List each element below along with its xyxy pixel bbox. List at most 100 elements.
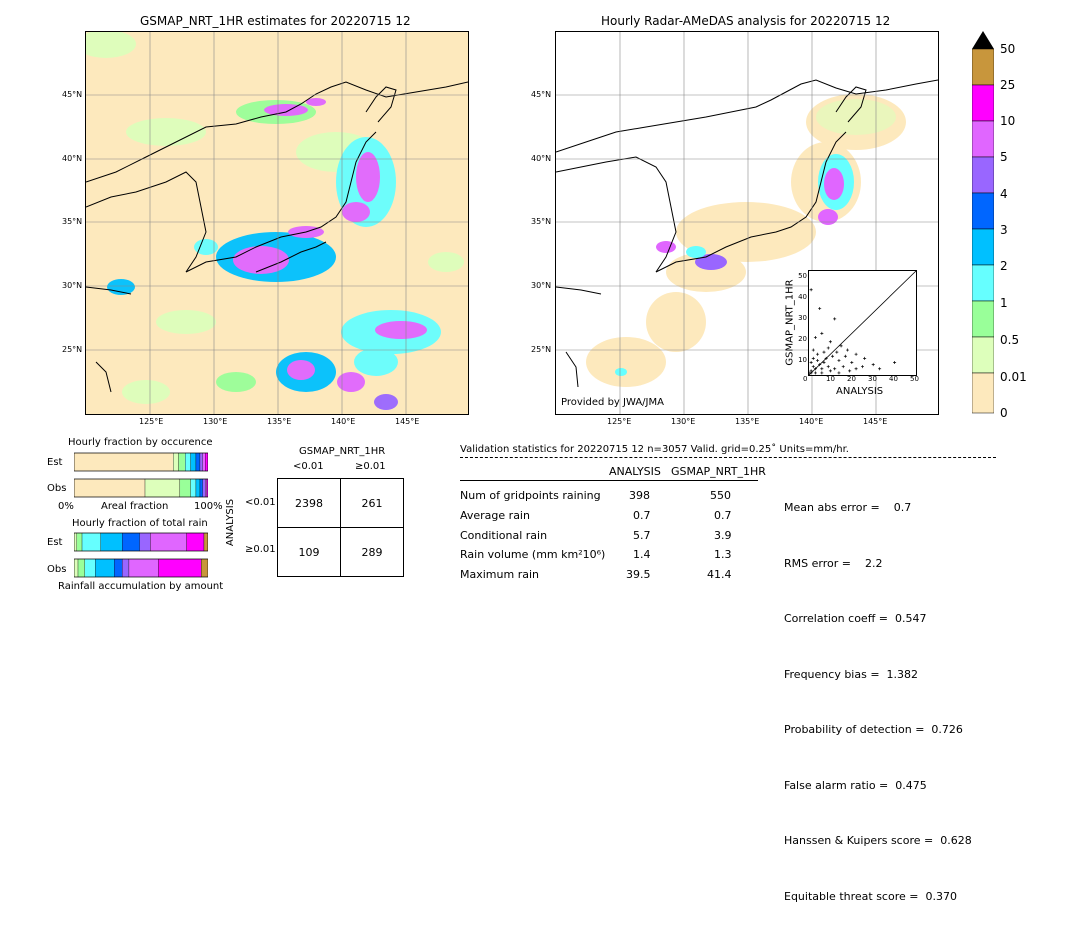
stacked-bar-segment: [139, 532, 151, 552]
contingency-title: GSMAP_NRT_1HR: [299, 446, 386, 457]
right-lat-25: 25°N: [531, 345, 552, 354]
stacked-bar-segment: [205, 478, 207, 498]
contingency-col-lt: <0.01: [293, 461, 324, 472]
scatter-point: [837, 371, 841, 375]
stacked-bar-segment: [81, 532, 101, 552]
stacked-bar-segment: [84, 558, 96, 578]
scatter-point: [809, 371, 813, 375]
colorbar-label-4: 4: [1000, 187, 1008, 201]
right-lon-130: 130°E: [671, 417, 696, 426]
scatter-point: [848, 369, 852, 373]
colorbar-label-50: 50: [1000, 42, 1016, 56]
scatter-point: [820, 371, 824, 375]
contingency-cell: 289: [340, 527, 404, 577]
scatter-point: [863, 356, 867, 360]
stacked-bar-segment: [190, 452, 197, 472]
scatter-point: [871, 363, 875, 367]
right-lon-145: 145°E: [863, 417, 888, 426]
colorbar: [971, 31, 995, 415]
scatter-point: [854, 367, 858, 371]
stacked-bar-segment: [122, 532, 140, 552]
colorbar-label-3: 3: [1000, 223, 1008, 237]
scatter-point: [809, 361, 813, 365]
scatter-point: [833, 367, 837, 371]
stacked-bar-segment: [150, 532, 187, 552]
scatter-ytick: 50: [798, 272, 807, 280]
scatter-point: [861, 365, 864, 369]
left-lon-140: 140°E: [331, 417, 356, 426]
stacked-bar-segment: [158, 558, 202, 578]
stat-analysis: 1.4: [633, 548, 651, 561]
scatter-point: [811, 365, 815, 369]
validation-divider: [460, 457, 996, 458]
scatter-point: [809, 288, 813, 292]
stat-label: Rain volume (mm km²10⁶): [460, 548, 606, 561]
totalrain-chart: [73, 532, 210, 579]
scatter-point: [818, 306, 822, 310]
stacked-bar-segment: [205, 452, 209, 472]
left-lon-125: 125°E: [139, 417, 164, 426]
scatter-ytick: 10: [798, 356, 807, 364]
occurrence-title: Hourly fraction by occurence: [68, 437, 213, 448]
stacked-bar-segment: [202, 452, 206, 472]
scatter-point: [813, 336, 817, 340]
scatter-ytick: 40: [798, 293, 807, 301]
stat-gsmap: 41.4: [707, 568, 732, 581]
right-lon-135: 135°E: [735, 417, 760, 426]
stat-gsmap: 550: [710, 489, 731, 502]
scatter-point: [878, 367, 882, 371]
left-lat-30: 30°N: [62, 281, 83, 290]
totalrain-xlabel: Rainfall accumulation by amount: [58, 581, 224, 592]
score-far: False alarm ratio = 0.475: [784, 778, 927, 792]
left-lon-135: 135°E: [267, 417, 292, 426]
stat-label: Average rain: [460, 509, 530, 522]
scatter-xtick-30: 30: [868, 375, 877, 383]
radar-credit: Provided by JWA/JMA: [561, 397, 664, 408]
scatter-point: [828, 369, 832, 373]
stacked-bar-segment: [76, 532, 83, 552]
scatter-point: [893, 361, 897, 365]
scatter-point: [822, 361, 826, 365]
left-lat-25: 25°N: [62, 345, 83, 354]
scatter-point: [841, 365, 845, 369]
occurrence-xlabel: Areal fraction: [101, 501, 169, 512]
occurrence-canvas: [73, 452, 209, 498]
stat-analysis: 5.7: [633, 529, 651, 542]
stacked-bar-segment: [73, 452, 174, 472]
stat-analysis: 39.5: [626, 568, 651, 581]
scatter-point: [837, 358, 841, 362]
scatter-point: [818, 363, 822, 367]
scatter-point: [833, 317, 837, 321]
colorbar-label-10: 10: [1000, 114, 1016, 128]
stacked-bar-segment: [201, 558, 210, 578]
occurrence-chart: [73, 452, 209, 498]
scatter-xtick-0: 0: [803, 375, 808, 383]
stacked-bar-segment: [190, 478, 197, 498]
scatter-xtick-50: 50: [910, 375, 919, 383]
stat-label: Conditional rain: [460, 529, 548, 542]
scatter-yticks: 50 40 30 20 10: [795, 266, 807, 378]
contingency-cell: 261: [340, 478, 404, 528]
stacked-bar-segment: [73, 532, 77, 552]
left-lat-35: 35°N: [62, 217, 83, 226]
left-lon-145: 145°E: [395, 417, 420, 426]
colorbar-label-25: 25: [1000, 78, 1016, 92]
colorbar-label-5: 5: [1000, 150, 1008, 164]
scatter-point: [843, 354, 847, 358]
contingency-row-title: ANALYSIS: [225, 498, 237, 547]
occurrence-tick-0: 0%: [58, 501, 74, 512]
score-mean-abs-error: Mean abs error = 0.7: [784, 501, 912, 514]
stacked-bar-segment: [100, 532, 123, 552]
stacked-bar-segment: [95, 558, 115, 578]
left-map-canvas: [86, 32, 468, 414]
validation-col-rule: [460, 480, 758, 481]
stacked-bar-segment: [73, 558, 79, 578]
stat-gsmap: 1.3: [714, 548, 732, 561]
scatter-point: [846, 348, 850, 352]
totalrain-title: Hourly fraction of total rain: [72, 518, 208, 529]
totalrain-canvas: [73, 532, 210, 578]
stat-label: Num of gridpoints raining: [460, 489, 601, 502]
scatter-point: [828, 340, 832, 344]
scatter-plot: [807, 270, 917, 376]
colorbar-label-0: 0: [1000, 406, 1008, 420]
